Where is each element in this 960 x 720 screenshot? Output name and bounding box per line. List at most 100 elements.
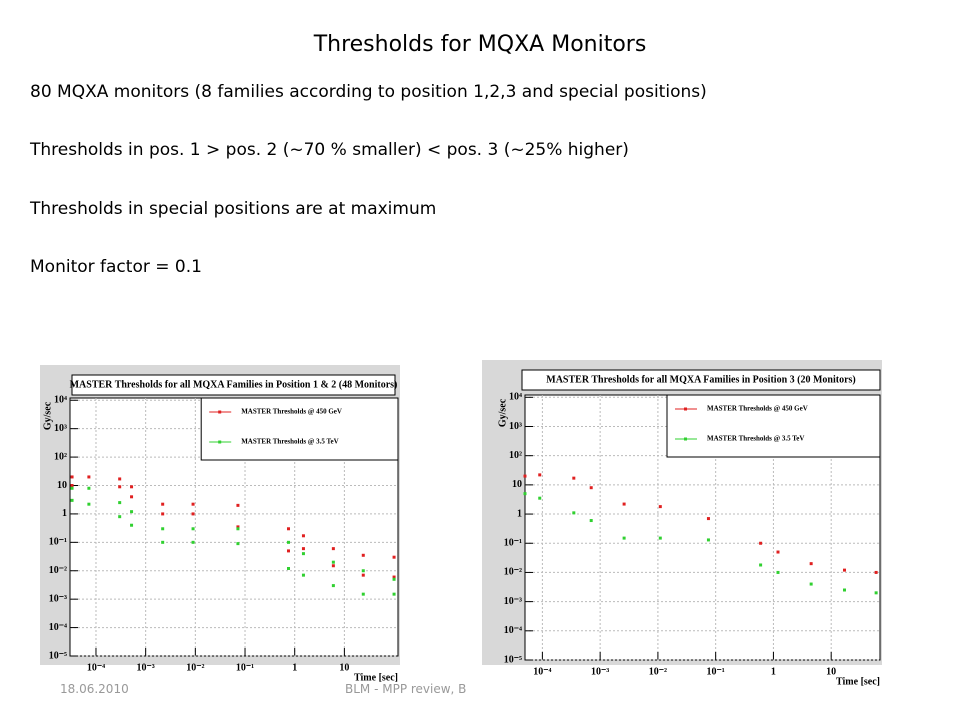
point: [589, 486, 593, 490]
point: [706, 538, 710, 542]
point: [286, 566, 290, 570]
point: [130, 495, 134, 499]
point: [301, 573, 305, 577]
point: [286, 527, 290, 531]
point: [87, 502, 91, 506]
y-tick-label: 10: [57, 480, 67, 491]
title-box: [71, 374, 396, 396]
chart-title: MASTER Thresholds for all MQXA Families …: [70, 379, 398, 390]
x-tick-label: 10: [339, 662, 349, 673]
point: [161, 527, 165, 531]
x-tick-label: 10⁻⁴: [533, 666, 551, 677]
point: [809, 582, 813, 586]
point: [392, 555, 396, 559]
point: [301, 547, 305, 551]
footer-date: 18.06.2010: [60, 682, 129, 696]
point: [361, 573, 365, 577]
point: [622, 536, 626, 540]
x-tick-label: 10⁻⁴: [87, 662, 105, 673]
x-axis-label: Time [sec]: [836, 676, 880, 687]
point: [161, 540, 165, 544]
point: [809, 562, 813, 566]
legend-marker: [218, 410, 222, 414]
x-tick-label: 10⁻²: [649, 666, 667, 677]
point: [191, 512, 195, 516]
point: [331, 584, 335, 588]
bullet: 80 MQXA monitors (8 families according t…: [30, 82, 707, 102]
y-tick-label: 10²: [509, 450, 522, 461]
x-tick-label: 10⁻²: [186, 662, 204, 673]
legend-label: MASTER Thresholds @ 450 GeV: [707, 405, 808, 413]
y-tick-label: 10⁻²: [504, 567, 522, 578]
point: [523, 492, 527, 496]
y-tick-label: 10⁴: [54, 395, 67, 406]
point: [331, 564, 335, 568]
point: [361, 592, 365, 596]
y-tick-label: 1: [62, 508, 67, 519]
point: [361, 553, 365, 557]
y-tick-label: 10⁻⁵: [504, 654, 522, 665]
point: [622, 502, 626, 506]
y-tick-label: 10⁻³: [504, 596, 522, 607]
legend-marker: [218, 440, 222, 444]
point: [776, 570, 780, 574]
footer-event: BLM - MPP review, B: [345, 682, 467, 696]
y-tick-label: 10³: [509, 421, 522, 432]
point: [842, 588, 846, 592]
point: [191, 540, 195, 544]
x-tick-label: 10⁻³: [591, 666, 609, 677]
x-tick-label: 1: [292, 662, 297, 673]
point: [331, 547, 335, 551]
point: [331, 560, 335, 564]
point: [70, 486, 74, 490]
point: [130, 510, 134, 514]
y-tick-label: 10⁻²: [49, 565, 67, 576]
point: [87, 486, 91, 490]
y-tick-label: 10⁴: [509, 392, 522, 403]
point: [130, 523, 134, 527]
bullet: Monitor factor = 0.1: [30, 257, 202, 277]
point: [759, 563, 763, 567]
point: [874, 570, 878, 574]
x-tick-label: 10⁻¹: [707, 666, 725, 677]
point: [70, 498, 74, 502]
bullet: Thresholds in special positions are at m…: [30, 199, 437, 219]
point: [118, 515, 122, 519]
point: [538, 473, 542, 477]
y-tick-label: 1: [517, 508, 522, 519]
point: [286, 549, 290, 553]
point: [538, 496, 542, 500]
point: [118, 485, 122, 489]
point: [572, 511, 576, 515]
point: [301, 534, 305, 538]
point: [161, 502, 165, 506]
point: [118, 501, 122, 505]
point: [658, 505, 662, 509]
point: [161, 512, 165, 516]
y-tick-label: 10: [512, 479, 522, 490]
chart-title: MASTER Thresholds for all MQXA Families …: [546, 374, 855, 385]
point: [191, 502, 195, 506]
point: [191, 527, 195, 531]
point: [392, 577, 396, 581]
point: [286, 540, 290, 544]
slide-title: Thresholds for MQXA Monitors: [313, 32, 647, 57]
x-tick-label: 1: [771, 666, 776, 677]
point: [874, 591, 878, 595]
point: [523, 474, 527, 478]
point: [842, 568, 846, 572]
point: [70, 475, 74, 479]
point: [759, 541, 763, 545]
point: [706, 517, 710, 521]
point: [236, 503, 240, 507]
bullet: Thresholds in pos. 1 > pos. 2 (~70 % sma…: [30, 140, 629, 160]
y-tick-label: 10⁻¹: [49, 537, 67, 548]
legend-label: MASTER Thresholds @ 3.5 TeV: [241, 438, 338, 446]
legend-marker: [684, 437, 687, 441]
y-tick-label: 10⁻¹: [504, 538, 522, 549]
title-box: [521, 369, 881, 391]
y-axis-label: Gy/sec: [497, 398, 508, 427]
point: [589, 519, 593, 523]
point: [130, 485, 134, 489]
